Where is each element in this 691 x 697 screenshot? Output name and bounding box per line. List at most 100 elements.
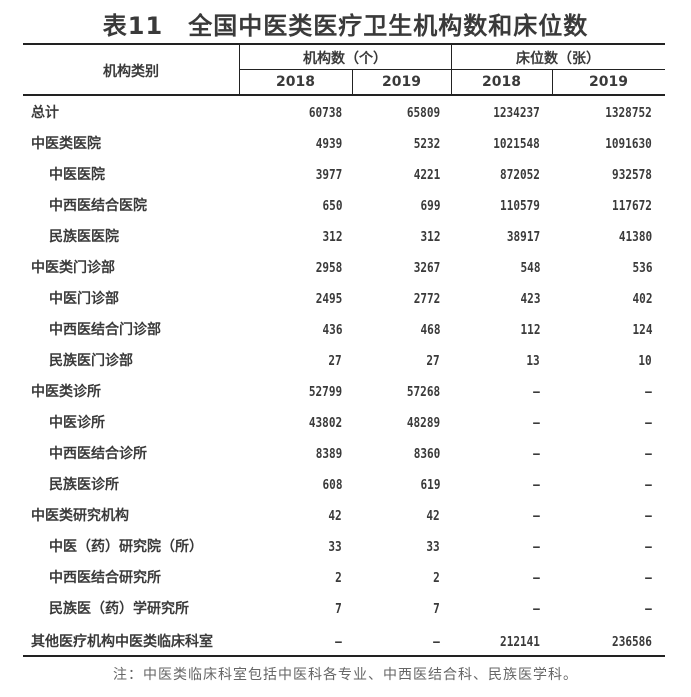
cell-value: 41380 <box>618 230 652 245</box>
cell-value: – <box>533 447 540 462</box>
cell-value: 110579 <box>500 199 540 214</box>
cell-value: 57268 <box>406 385 440 400</box>
table-row: 中医类诊所 52799 57268 – – <box>23 377 665 408</box>
row-label: 民族医门诊部 <box>49 353 133 369</box>
col-divider <box>451 44 452 95</box>
cell-value: 619 <box>420 478 440 493</box>
table-row: 中西医结合研究所 2 2 – – <box>23 563 665 594</box>
cell-value: – <box>533 478 540 493</box>
header-institutions: 机构数（个） <box>303 51 387 67</box>
cell-value: 8389 <box>315 447 342 462</box>
cell-value: 3977 <box>315 168 342 183</box>
cell-value: 2 <box>433 571 440 586</box>
cell-value: 650 <box>322 199 342 214</box>
cell-value: 5232 <box>413 137 440 152</box>
row-label: 中医类医院 <box>31 136 101 152</box>
cell-value: – <box>645 540 652 555</box>
cell-value: – <box>335 635 342 650</box>
row-label: 中西医结合医院 <box>49 198 147 214</box>
col-divider <box>239 44 240 95</box>
cell-value: 42 <box>426 509 440 524</box>
cell-value: 4221 <box>413 168 440 183</box>
cell-value: – <box>645 571 652 586</box>
cell-value: 2495 <box>315 292 342 307</box>
cell-value: 872052 <box>500 168 540 183</box>
cell-value: 7 <box>335 602 342 617</box>
cell-value: – <box>645 447 652 462</box>
cell-value: 27 <box>426 354 440 369</box>
cell-value: 27 <box>328 354 342 369</box>
header-mid-rule <box>239 69 665 70</box>
cell-value: 1091630 <box>605 137 652 152</box>
cell-value: 33 <box>328 540 342 555</box>
cell-value: 52799 <box>308 385 342 400</box>
cell-value: – <box>533 509 540 524</box>
top-rule <box>23 43 665 45</box>
cell-value: 48289 <box>406 416 440 431</box>
row-label: 中西医结合研究所 <box>49 570 161 586</box>
cell-value: 65809 <box>406 106 440 121</box>
header-year: 2018 <box>276 74 315 90</box>
col-divider <box>552 70 553 95</box>
cell-value: – <box>433 635 440 650</box>
cell-value: – <box>533 571 540 586</box>
cell-value: – <box>645 385 652 400</box>
cell-value: 2772 <box>413 292 440 307</box>
table-row: 其他医疗机构中医类临床科室 – – 212141 236586 <box>23 627 665 658</box>
table-row: 中西医结合医院 650 699 110579 117672 <box>23 191 665 222</box>
cell-value: 124 <box>632 323 652 338</box>
header-bottom-rule <box>23 94 665 96</box>
row-label: 中西医结合门诊部 <box>49 322 161 338</box>
cell-value: 8360 <box>413 447 440 462</box>
cell-value: 3267 <box>413 261 440 276</box>
cell-value: 536 <box>632 261 652 276</box>
cell-value: – <box>645 602 652 617</box>
cell-value: 60738 <box>308 106 342 121</box>
row-label: 总计 <box>31 105 59 121</box>
row-label: 其他医疗机构中医类临床科室 <box>31 634 213 650</box>
row-label: 中医医院 <box>49 167 105 183</box>
cell-value: 117672 <box>612 199 652 214</box>
row-label: 中医类门诊部 <box>31 260 115 276</box>
table-row: 中医医院 3977 4221 872052 932578 <box>23 160 665 191</box>
cell-value: 212141 <box>500 635 540 650</box>
row-label: 中医类研究机构 <box>31 508 129 524</box>
cell-value: 402 <box>632 292 652 307</box>
table-row: 中医类研究机构 42 42 – – <box>23 501 665 532</box>
cell-value: 699 <box>420 199 440 214</box>
cell-value: 1021548 <box>493 137 540 152</box>
table-row: 总计 60738 65809 1234237 1328752 <box>23 98 665 129</box>
cell-value: 43802 <box>308 416 342 431</box>
row-label: 中医门诊部 <box>49 291 119 307</box>
cell-value: 468 <box>420 323 440 338</box>
table-row: 中医（药）研究院（所） 33 33 – – <box>23 532 665 563</box>
table-row: 民族医门诊部 27 27 13 10 <box>23 346 665 377</box>
table-row: 中医类医院 4939 5232 1021548 1091630 <box>23 129 665 160</box>
cell-value: 1234237 <box>493 106 540 121</box>
cell-value: 236586 <box>612 635 652 650</box>
cell-value: 932578 <box>612 168 652 183</box>
cell-value: 10 <box>638 354 652 369</box>
table-row: 民族医诊所 608 619 – – <box>23 470 665 501</box>
cell-value: 13 <box>526 354 540 369</box>
cell-value: 312 <box>322 230 342 245</box>
table-row: 民族医（药）学研究所 7 7 – – <box>23 594 665 625</box>
table-row: 民族医医院 312 312 38917 41380 <box>23 222 665 253</box>
row-label: 中西医结合诊所 <box>49 446 147 462</box>
table-note: 注：中医类临床科室包括中医科各专业、中西医结合科、民族医学科。 <box>113 667 578 683</box>
row-label: 民族医（药）学研究所 <box>49 601 189 617</box>
cell-value: – <box>645 478 652 493</box>
cell-value: – <box>533 602 540 617</box>
cell-value: – <box>533 385 540 400</box>
cell-value: 2958 <box>315 261 342 276</box>
table-row: 中医诊所 43802 48289 – – <box>23 408 665 439</box>
cell-value: 548 <box>520 261 540 276</box>
table-title: 表11 全国中医类医疗卫生机构数和床位数 <box>102 12 589 40</box>
table-row: 中医类门诊部 2958 3267 548 536 <box>23 253 665 284</box>
table-row: 中医门诊部 2495 2772 423 402 <box>23 284 665 315</box>
table-row: 中西医结合门诊部 436 468 112 124 <box>23 315 665 346</box>
cell-value: – <box>533 540 540 555</box>
cell-value: 7 <box>433 602 440 617</box>
cell-value: 312 <box>420 230 440 245</box>
cell-value: 436 <box>322 323 342 338</box>
